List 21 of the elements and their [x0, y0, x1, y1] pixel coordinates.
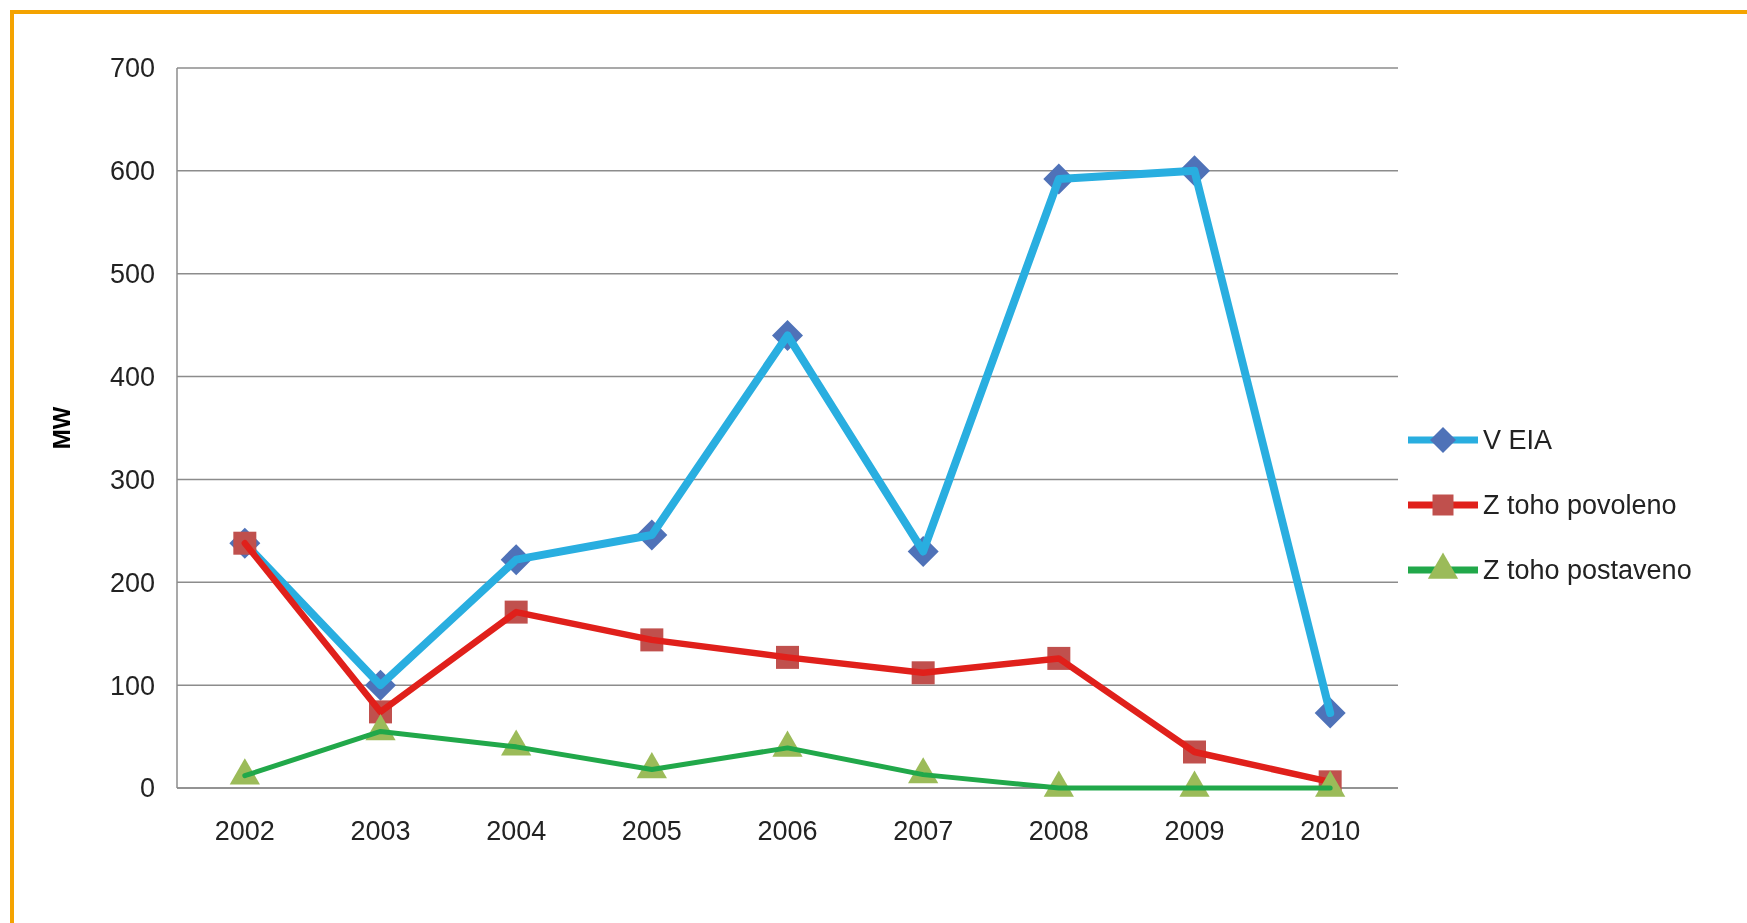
y-tick-label: 300 — [109, 464, 155, 495]
x-tick-label: 2008 — [1028, 816, 1089, 846]
x-tick-label: 2002 — [214, 816, 275, 846]
x-tick-label: 2009 — [1164, 816, 1225, 846]
y-tick-label: 700 — [109, 53, 155, 84]
y-tick-label: 0 — [139, 773, 155, 804]
x-tick-label: 2004 — [486, 816, 547, 846]
x-tick-label: 2005 — [621, 816, 682, 846]
x-tick-label: 2010 — [1300, 816, 1361, 846]
y-tick-label: 200 — [109, 567, 155, 598]
x-tick-label: 2006 — [757, 816, 818, 846]
y-tick-label: 500 — [109, 259, 155, 290]
y-tick-label: 100 — [109, 670, 155, 701]
legend-label: V EIA — [1483, 425, 1553, 456]
y-tick-label: 400 — [109, 362, 155, 393]
x-tick-label: 2003 — [350, 816, 411, 846]
legend-label: Z toho povoleno — [1483, 490, 1677, 521]
legend-label: Z toho postaveno — [1483, 555, 1692, 586]
y-axis-title: MW — [48, 406, 75, 450]
y-tick-label: 600 — [109, 156, 155, 187]
x-tick-label: 2007 — [893, 816, 954, 846]
